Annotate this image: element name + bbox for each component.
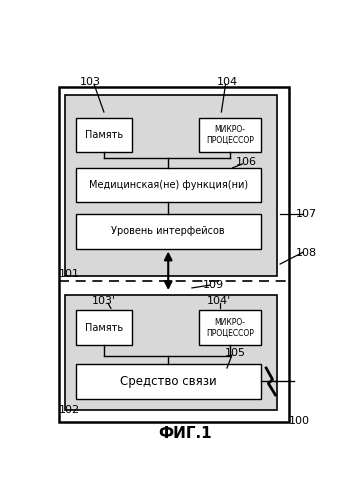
Bar (76, 118, 132, 152)
Text: 101: 101 (58, 270, 79, 280)
Text: Медицинская(не) функция(ни): Медицинская(не) функция(ни) (89, 180, 248, 190)
Bar (199, 118, 261, 152)
Bar (76, 214, 261, 248)
Bar (76, 168, 261, 202)
Bar (65, 295, 277, 410)
Text: 100: 100 (289, 416, 310, 426)
Text: 106: 106 (236, 157, 257, 167)
Text: Уровень интерфейсов: Уровень интерфейсов (112, 226, 225, 236)
Text: 105: 105 (225, 348, 246, 358)
Text: Память: Память (85, 322, 123, 332)
Text: Память: Память (85, 130, 123, 140)
Text: 109: 109 (203, 280, 223, 290)
Bar (76, 364, 261, 399)
Text: 104: 104 (216, 76, 238, 86)
Text: 108: 108 (296, 248, 317, 258)
Text: 104': 104' (206, 296, 231, 306)
Text: 107: 107 (296, 209, 317, 219)
Bar (76, 310, 132, 345)
Text: МИКРО-
ПРОЦЕССОР: МИКРО- ПРОЦЕССОР (206, 318, 254, 338)
Text: ФИГ.1: ФИГ.1 (158, 426, 212, 441)
Text: Средство связи: Средство связи (120, 375, 217, 388)
Text: МИКРО-
ПРОЦЕССОР: МИКРО- ПРОЦЕССОР (206, 126, 254, 145)
Bar (199, 310, 261, 345)
Text: 103: 103 (79, 76, 100, 86)
Bar (65, 94, 277, 276)
Bar (59, 87, 288, 422)
Text: 102: 102 (58, 404, 79, 414)
Text: 103': 103' (92, 296, 116, 306)
